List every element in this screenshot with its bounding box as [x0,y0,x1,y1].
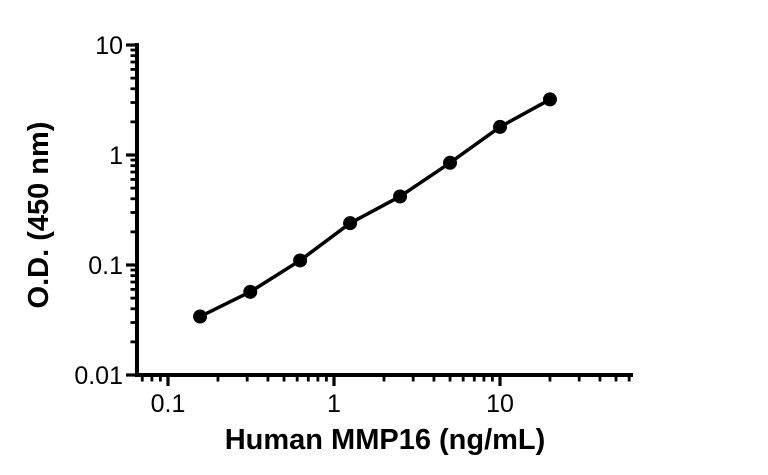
x-tick-label: 10 [486,390,514,418]
tick-labels-layer: 0.1 1 10 0.01 0.1 1 10 [74,32,514,418]
y-axis-title: O.D. (450 nm) [23,122,55,309]
data-point [393,189,408,204]
x-tick-label: 0.1 [151,390,186,418]
standard-curve-line [198,97,552,319]
axis-spines [135,43,633,377]
data-point [343,216,358,231]
data-series-layer [193,92,557,324]
data-point [542,92,557,107]
data-point [493,119,507,134]
y-tick-label: 1 [109,142,123,170]
ticks-layer [126,43,631,386]
y-tick-label: 10 [95,32,123,60]
data-point [443,155,458,170]
y-tick-label: 0.1 [88,252,123,280]
y-tick-label: 0.01 [74,362,123,390]
data-point [293,253,308,268]
x-axis-title: Human MMP16 (ng/mL) [225,424,546,456]
data-point [243,284,258,299]
x-tick-label: 1 [327,390,341,418]
axes-layer [135,43,633,377]
data-point [193,309,208,324]
